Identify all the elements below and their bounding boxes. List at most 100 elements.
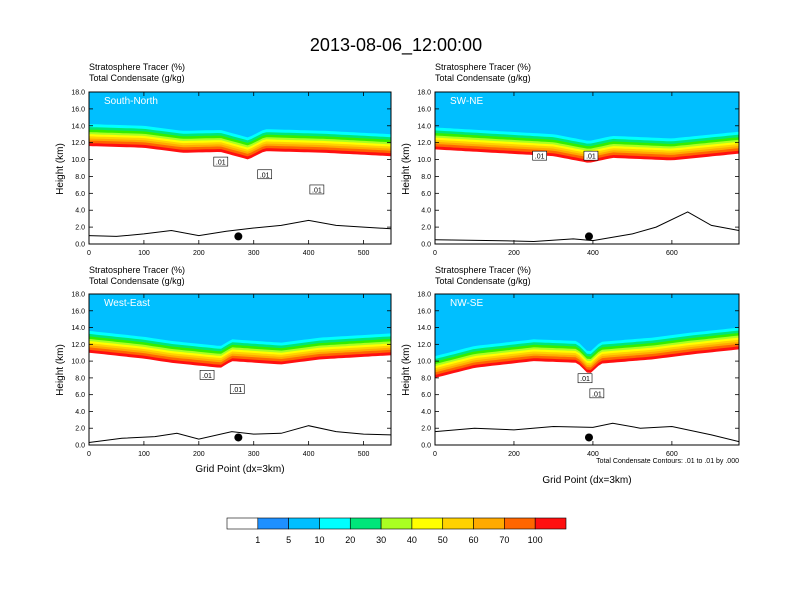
x-tick-label: 400 xyxy=(303,250,315,257)
y-tick-label: 4.0 xyxy=(421,208,431,215)
colorbar-box xyxy=(257,517,289,530)
contour-label-box xyxy=(583,150,599,161)
y-tick-label: 2.0 xyxy=(421,426,431,433)
panel-south-north: Stratosphere Tracer (%) Total Condensate… xyxy=(55,62,392,257)
panel-variable-2-label: Total Condensate (g/kg) xyxy=(89,73,185,83)
terrain-line xyxy=(89,219,391,237)
colorbar-box xyxy=(473,517,505,530)
contour-label-box xyxy=(309,184,325,195)
panel-nw-se: Stratosphere Tracer (%) Total Condensate… xyxy=(401,265,740,486)
x-tick-label: 600 xyxy=(666,250,678,257)
contour-label-box xyxy=(199,370,215,380)
y-tick-label: 8.0 xyxy=(421,174,431,181)
y-tick-label: 2.0 xyxy=(421,225,431,232)
location-marker xyxy=(234,232,243,241)
y-tick-label: 4.0 xyxy=(421,409,431,416)
panel-title: West-East xyxy=(104,298,150,309)
x-tick-label: 200 xyxy=(193,250,205,257)
colorbar-box xyxy=(380,517,413,530)
tracer-band xyxy=(435,92,739,141)
tracer-shading xyxy=(435,92,739,163)
colorbar-label: 40 xyxy=(407,535,417,545)
y-tick-label: 8.0 xyxy=(75,174,85,181)
plot-frame xyxy=(434,91,740,245)
contour-label-box xyxy=(577,373,593,384)
tracer-shading xyxy=(89,294,391,368)
location-marker xyxy=(584,433,593,442)
x-tick-label: 300 xyxy=(248,250,260,257)
location-marker xyxy=(234,433,243,442)
y-tick-label: 6.0 xyxy=(421,191,431,198)
y-axis-title: Height (km) xyxy=(401,143,412,195)
x-tick-label: 0 xyxy=(433,250,437,257)
y-tick-label: 16.0 xyxy=(417,308,431,315)
panel-variable-2-label: Total Condensate (g/kg) xyxy=(435,276,531,286)
terrain-line xyxy=(435,422,739,443)
colorbar-box xyxy=(534,517,567,530)
y-tick-label: 12.0 xyxy=(417,140,431,147)
y-tick-label: 18.0 xyxy=(71,292,85,299)
colorbar-label: 70 xyxy=(499,535,509,545)
y-tick-label: 14.0 xyxy=(71,325,85,332)
colorbar-box xyxy=(349,517,382,530)
x-tick-label: 0 xyxy=(87,451,91,458)
contour-label: .01 xyxy=(535,154,545,161)
colorbar-label: 20 xyxy=(345,535,355,545)
figure-title: 2013-08-06_12:00:00 xyxy=(310,35,482,56)
x-axis-title: Grid Point (dx=3km) xyxy=(542,475,631,486)
location-marker xyxy=(584,232,593,241)
x-tick-label: 300 xyxy=(248,451,260,458)
y-tick-label: 16.0 xyxy=(417,106,431,113)
y-tick-label: 16.0 xyxy=(71,106,85,113)
y-axis-title: Height (km) xyxy=(55,344,66,396)
y-tick-label: 18.0 xyxy=(417,90,431,97)
panel-variable-1-label: Stratosphere Tracer (%) xyxy=(89,62,185,72)
y-tick-label: 4.0 xyxy=(75,409,85,416)
y-tick-label: 2.0 xyxy=(75,426,85,433)
colorbar: 1 5 10 20 30 40 50 60 70 100 xyxy=(226,517,567,545)
y-tick-label: 12.0 xyxy=(417,342,431,349)
plot-area: .01 .01 NW-SE 0.0 2.0 4.0 6.0 8.0 10.0 12.0 14.0 16… xyxy=(417,292,740,458)
plot-frame xyxy=(434,293,740,446)
contour-label-box xyxy=(257,169,273,180)
contour-info-note: Total Condensate Contours: .01 to .01 by… xyxy=(596,458,739,465)
contour-label: .01 xyxy=(592,391,602,398)
colorbar-label: 100 xyxy=(528,535,543,545)
panel-variable-1-label: Stratosphere Tracer (%) xyxy=(89,265,185,275)
contour-label: .01 xyxy=(580,376,590,383)
y-tick-label: 10.0 xyxy=(417,359,431,366)
y-tick-label: 0.0 xyxy=(75,443,85,450)
colorbar-label: 1 xyxy=(255,535,260,545)
panel-sw-ne: Stratosphere Tracer (%) Total Condensate… xyxy=(401,62,740,257)
x-tick-label: 500 xyxy=(358,250,370,257)
y-tick-label: 0.0 xyxy=(421,443,431,450)
x-tick-label: 200 xyxy=(508,250,520,257)
colorbar-box xyxy=(442,517,474,530)
y-tick-label: 12.0 xyxy=(71,342,85,349)
colorbar-label: 5 xyxy=(286,535,291,545)
panel-variable-1-label: Stratosphere Tracer (%) xyxy=(435,265,531,275)
contour-label: .01 xyxy=(232,387,242,394)
y-tick-label: 18.0 xyxy=(417,292,431,299)
panel-variable-2-label: Total Condensate (g/kg) xyxy=(89,276,185,286)
y-tick-label: 10.0 xyxy=(71,157,85,164)
x-tick-label: 600 xyxy=(666,451,678,458)
x-tick-label: 500 xyxy=(358,451,370,458)
panel-title: NW-SE xyxy=(450,298,483,309)
contour-label-box xyxy=(213,156,229,167)
panel-variable-2-label: Total Condensate (g/kg) xyxy=(435,73,531,83)
y-tick-label: 8.0 xyxy=(421,375,431,382)
colorbar-box xyxy=(504,517,536,530)
y-tick-label: 14.0 xyxy=(71,123,85,130)
x-tick-label: 200 xyxy=(508,451,520,458)
colorbar-box xyxy=(226,517,259,530)
x-tick-label: 100 xyxy=(138,250,150,257)
contour-label: .01 xyxy=(202,373,212,380)
contour-label-box xyxy=(532,150,547,161)
y-tick-label: 2.0 xyxy=(75,225,85,232)
y-tick-label: 16.0 xyxy=(71,308,85,315)
y-tick-label: 0.0 xyxy=(75,242,85,249)
colorbar-label: 30 xyxy=(376,535,386,545)
tracer-shading xyxy=(89,92,391,160)
y-tick-label: 14.0 xyxy=(417,123,431,130)
